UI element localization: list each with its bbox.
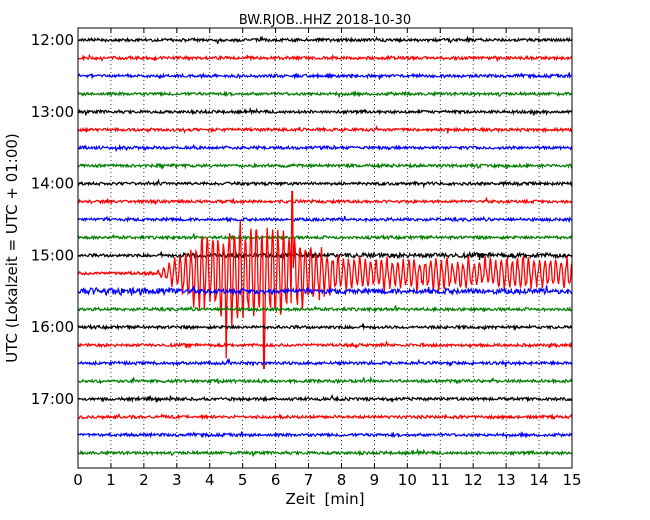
trace-1530 <box>77 285 573 297</box>
trace-1245 <box>77 89 573 99</box>
trace-1215 <box>77 53 573 63</box>
x-tick-label: 14 <box>530 471 549 489</box>
y-axis-label: UTC (Lokalzeit = UTC + 01:00) <box>3 133 21 363</box>
trace-1615 <box>77 340 573 350</box>
y-tick-label: 12:00 <box>31 31 74 49</box>
y-tick-label: 14:00 <box>31 175 74 193</box>
trace-1645 <box>77 375 573 385</box>
trace-1445 <box>77 233 573 242</box>
trace-1515 <box>77 190 573 369</box>
x-tick-label: 10 <box>398 471 417 489</box>
trace-1600 <box>77 323 573 332</box>
x-tick-label: 7 <box>304 471 314 489</box>
x-tick-label: 0 <box>73 471 83 489</box>
trace-1330 <box>77 143 573 153</box>
trace-1345 <box>77 161 573 170</box>
chart-title: BW.RJOB..HHZ 2018-10-30 <box>239 13 411 28</box>
x-axis-label: Zeit [min] <box>285 490 364 508</box>
trace-1200 <box>77 35 573 44</box>
grid-lines <box>110 28 540 468</box>
y-axis: 12:00 13:00 14:00 15:00 16:00 17:00 <box>31 31 572 408</box>
x-tick-label: 12 <box>464 471 483 489</box>
x-axis: 0 1 2 3 4 5 6 7 8 9 10 11 12 13 14 15 <box>73 28 582 489</box>
y-tick-label: 16:00 <box>31 318 74 336</box>
trace-1745 <box>77 448 573 457</box>
x-tick-label: 3 <box>172 471 182 489</box>
x-tick-label: 1 <box>106 471 116 489</box>
trace-1300 <box>77 106 573 116</box>
trace-1715 <box>78 412 573 421</box>
plot-frame <box>77 27 573 469</box>
x-tick-label: 2 <box>139 471 149 489</box>
trace-1400 <box>77 178 573 189</box>
trace-1630 <box>77 357 573 368</box>
x-tick-label: 6 <box>271 471 281 489</box>
trace-1500 <box>77 250 573 261</box>
trace-1315 <box>77 125 573 134</box>
trace-1730 <box>77 431 573 440</box>
trace-1230 <box>77 72 573 81</box>
x-tick-label: 15 <box>562 471 581 489</box>
trace-1700 <box>77 393 573 403</box>
x-tick-label: 4 <box>205 471 215 489</box>
y-tick-label: 15:00 <box>31 246 74 264</box>
x-tick-label: 11 <box>431 471 450 489</box>
x-tick-label: 5 <box>238 471 248 489</box>
trace-1545 <box>77 305 573 314</box>
x-tick-label: 9 <box>370 471 380 489</box>
trace-1415 <box>77 196 573 206</box>
y-tick-label: 17:00 <box>31 390 74 408</box>
y-tick-label: 13:00 <box>31 103 74 121</box>
x-tick-label: 13 <box>497 471 516 489</box>
trace-1430 <box>77 215 573 224</box>
trace-group <box>77 35 573 457</box>
x-tick-label: 8 <box>337 471 347 489</box>
